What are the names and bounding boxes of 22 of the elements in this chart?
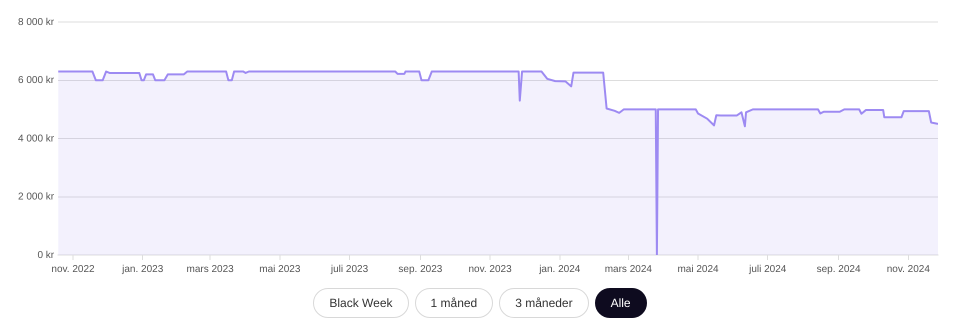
x-tick-label: mars 2023 [186,264,234,275]
x-tick-label: sep. 2023 [398,264,443,275]
x-tick-label: jan. 2023 [121,264,164,275]
text: Alle [594,288,647,318]
y-tick-label: 8 000 kr [18,16,55,28]
text: 3 måneder [499,288,589,318]
x-tick-label: juli 2023 [330,264,369,275]
y-tick-label: 2 000 kr [18,192,55,202]
x-tick-label: mai 2024 [677,264,720,275]
x-tick-label: juli 2024 [748,264,787,275]
x-tick-label: nov. 2022 [51,264,96,275]
x-tick-label: nov. 2023 [468,264,512,275]
text: 1 måned [414,288,494,318]
y-tick-label: 6 000 kr [18,75,55,86]
x-tick-label: mars 2024 [604,264,652,275]
x-tick-label: mai 2023 [259,264,301,275]
x-tick-label: jan. 2024 [538,264,581,275]
text: Black Week [313,288,409,318]
y-tick-label: 0 kr [37,250,55,261]
x-tick-label: nov. 2024 [886,264,930,275]
y-tick-label: 4 000 kr [18,133,55,144]
x-tick-label: sep. 2024 [816,264,861,275]
